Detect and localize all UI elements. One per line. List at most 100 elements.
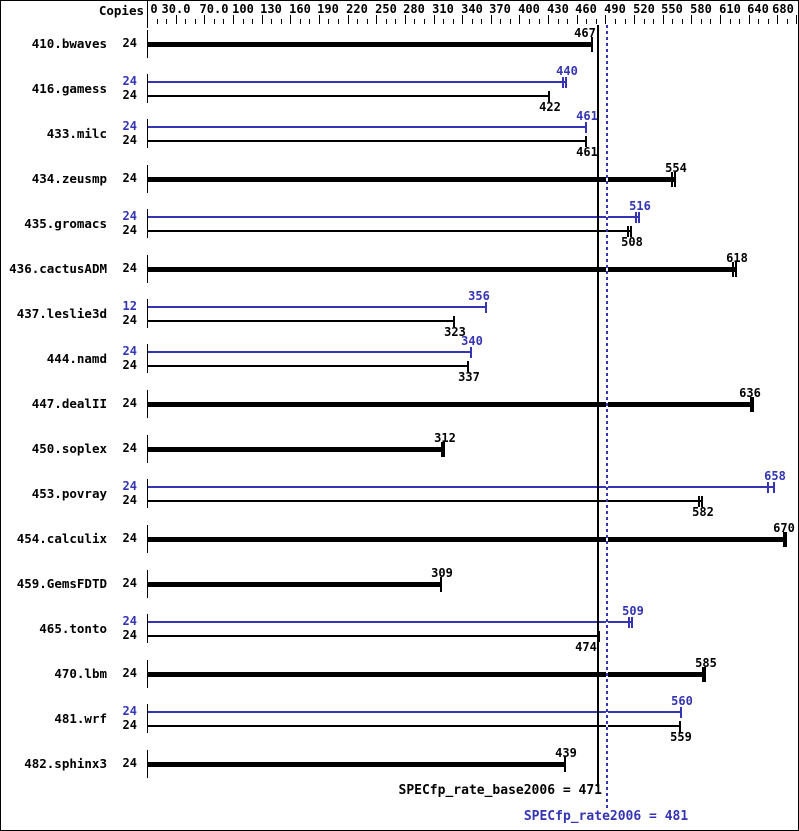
- bar-value-label: 658: [764, 469, 786, 483]
- bar-end-tick: [440, 577, 442, 592]
- row-axis-segment: [147, 525, 148, 553]
- base-bar: [148, 140, 587, 142]
- bar-end-tick: [467, 361, 469, 372]
- copies-value: 24: [122, 441, 137, 455]
- axis-tick-label: 250: [375, 2, 397, 16]
- base-bar: [148, 672, 706, 677]
- axis-major-tick: [348, 15, 349, 24]
- row-axis-segment: [147, 255, 148, 283]
- axis-major-tick: [749, 15, 750, 24]
- axis-major-tick: [233, 15, 234, 24]
- axis-major-tick: [519, 15, 520, 24]
- axis-minor-tick: [214, 19, 215, 24]
- bar-value-label: 440: [556, 64, 578, 78]
- axis-tick-label: 30.0: [161, 2, 191, 16]
- axis-major-tick: [319, 15, 320, 24]
- bar-value-label: 337: [458, 370, 480, 384]
- copies-value: 24: [122, 493, 137, 507]
- axis-major-tick: [434, 15, 435, 24]
- bar-value-label: 516: [629, 199, 651, 213]
- bar-value-label: 618: [726, 251, 748, 265]
- copies-value: 24: [122, 344, 137, 358]
- base-bar: [148, 537, 787, 542]
- axis-minor-tick: [539, 19, 540, 24]
- axis-tick-label: 0: [150, 2, 158, 16]
- benchmark-name: 437.leslie3d: [16, 306, 107, 321]
- bar-end-tick: [485, 302, 487, 313]
- bar-value-label: 323: [444, 325, 466, 339]
- benchmark-name: 465.tonto: [39, 621, 107, 636]
- row-axis-segment: [147, 299, 148, 328]
- bar-end-tick: [591, 37, 593, 52]
- axis-minor-tick: [166, 19, 167, 24]
- benchmark-name: 416.gamess: [31, 81, 107, 96]
- axis-minor-tick: [453, 19, 454, 24]
- peak-bar: [148, 621, 633, 623]
- bar-end-tick: [674, 172, 676, 187]
- axis-tick-label: 370: [489, 2, 511, 16]
- base-bar: [148, 177, 676, 182]
- bar-value-label: 554: [665, 161, 687, 175]
- axis-major-tick: [577, 15, 578, 24]
- bar-end-tick: [680, 707, 682, 718]
- axis-minor-tick: [414, 19, 415, 24]
- benchmark-name: 410.bwaves: [31, 36, 107, 51]
- bar-end-tick: [453, 316, 455, 327]
- copies-value: 24: [122, 358, 137, 372]
- bar-end-tick: [441, 442, 443, 457]
- axis-minor-tick: [481, 19, 482, 24]
- base-bar: [148, 267, 737, 272]
- axis-tick-label: 310: [432, 2, 454, 16]
- benchmark-name: 450.soplex: [31, 441, 107, 456]
- bar-end-tick: [630, 226, 632, 237]
- bar-end-tick: [638, 212, 640, 223]
- copies-value: 24: [122, 396, 137, 410]
- axis-major-tick: [796, 15, 797, 24]
- row-axis-segment: [147, 704, 148, 733]
- benchmark-name: 434.zeusmp: [31, 171, 107, 186]
- bar-value-label: 309: [431, 566, 453, 580]
- peak-bar: [148, 306, 487, 308]
- copies-value: 24: [122, 261, 137, 275]
- bar-value-label: 582: [692, 505, 714, 519]
- base-bar: [148, 447, 445, 452]
- axis-tick-label: 680: [772, 2, 794, 16]
- copies-value: 24: [122, 36, 137, 50]
- copies-value: 24: [122, 133, 137, 147]
- axis-tick-label: 400: [518, 2, 540, 16]
- bar-value-label: 560: [671, 694, 693, 708]
- benchmark-name: 454.calculix: [16, 531, 107, 546]
- bar-value-label: 461: [576, 145, 598, 159]
- bar-end-tick: [565, 77, 567, 88]
- bar-end-tick: [773, 482, 775, 493]
- axis-minor-tick: [644, 19, 645, 24]
- axis-major-tick: [720, 15, 721, 24]
- bar-end-tick: [598, 631, 600, 642]
- bar-value-label: 508: [621, 235, 643, 249]
- bar-end-tick: [701, 496, 703, 507]
- bar-end-tick: [470, 347, 472, 358]
- base-mean-line: [597, 25, 599, 787]
- bar-end-tick: [628, 617, 630, 628]
- axis-tick-label: 190: [317, 2, 339, 16]
- axis-major-tick: [691, 15, 692, 24]
- axis-major-tick: [290, 15, 291, 24]
- copies-value: 24: [122, 628, 137, 642]
- bar-end-tick: [631, 617, 633, 628]
- benchmark-name: 482.sphinx3: [24, 756, 107, 771]
- bar-end-tick: [732, 262, 734, 277]
- base-bar: [148, 725, 681, 727]
- row-axis-segment: [147, 570, 148, 598]
- axis-minor-tick: [529, 19, 530, 24]
- axis-minor-tick: [768, 19, 769, 24]
- base-bar: [148, 402, 754, 407]
- axis-minor-tick: [558, 19, 559, 24]
- bar-end-tick: [752, 397, 754, 412]
- base-bar: [148, 635, 600, 637]
- axis-major-tick: [548, 15, 549, 24]
- bar-end-tick: [698, 496, 700, 507]
- axis-major-tick: [605, 15, 606, 24]
- bar-end-tick: [671, 172, 673, 187]
- axis-minor-tick: [309, 19, 310, 24]
- axis-minor-tick: [739, 19, 740, 24]
